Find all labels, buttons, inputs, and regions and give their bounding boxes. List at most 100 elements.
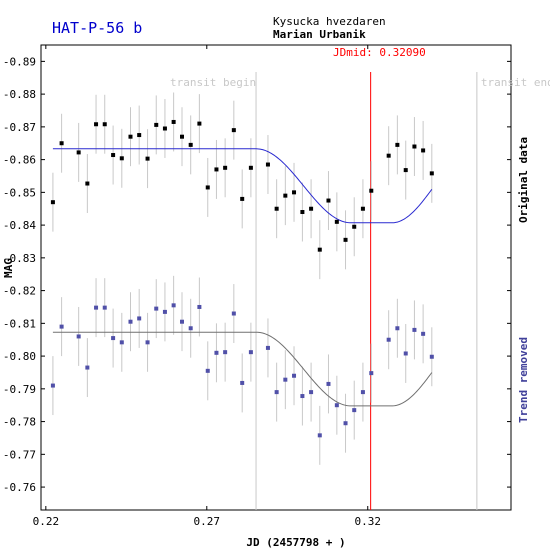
x-tick-label-2: 0.32 — [354, 515, 381, 528]
original-point-4 — [94, 122, 99, 127]
original-model-curve — [52, 148, 433, 224]
original-point-33 — [352, 224, 357, 229]
original-point-41 — [429, 171, 434, 176]
x-tick-label-0: 0.22 — [33, 515, 60, 528]
detrended-point-10 — [145, 340, 150, 345]
original-point-26 — [292, 190, 297, 195]
detrended-point-18 — [214, 350, 219, 355]
detrended-point-21 — [240, 380, 245, 385]
original-point-17 — [205, 185, 210, 190]
transit-markers: transit begin transit end — [170, 72, 550, 510]
y-axis-ticks: -0.89 -0.88 -0.87 -0.86 -0.85 -0.84 -0.83 -0.82… — [3, 55, 511, 494]
transit-begin-label: transit begin — [170, 76, 256, 89]
detrended-point-24 — [274, 390, 279, 395]
detrended-point-5 — [102, 305, 107, 310]
y-tick-label-5: -0.84 — [3, 219, 36, 232]
original-point-34 — [360, 206, 365, 211]
detrended-point-40 — [421, 331, 426, 336]
detrended-point-12 — [162, 309, 167, 314]
y-tick-label-12: -0.77 — [3, 448, 36, 461]
detrended-point-33 — [352, 408, 357, 413]
y-tick-label-11: -0.78 — [3, 416, 36, 429]
detrended-point-31 — [334, 403, 339, 408]
detrended-point-13 — [171, 303, 176, 308]
detrended-point-9 — [137, 316, 142, 321]
detrended-point-41 — [429, 354, 434, 359]
y-tick-label-9: -0.80 — [3, 350, 36, 363]
original-point-19 — [223, 165, 228, 170]
data-points — [50, 119, 434, 438]
original-point-39 — [412, 144, 417, 149]
detrended-point-38 — [403, 351, 408, 356]
detrended-point-35 — [369, 371, 374, 376]
original-point-9 — [137, 133, 142, 138]
detrended-point-30 — [326, 381, 331, 386]
detrended-point-25 — [283, 377, 288, 382]
y-tick-label-2: -0.87 — [3, 121, 36, 134]
original-point-5 — [102, 122, 107, 127]
original-point-11 — [154, 122, 159, 127]
y-tick-label-1: -0.88 — [3, 88, 36, 101]
original-point-35 — [369, 188, 374, 193]
original-point-6 — [111, 153, 116, 158]
original-point-23 — [265, 162, 270, 167]
detrended-point-29 — [317, 433, 322, 438]
original-point-2 — [76, 150, 81, 155]
detrended-point-6 — [111, 336, 116, 341]
original-point-0 — [50, 200, 55, 205]
detrended-point-11 — [154, 306, 159, 311]
y-tick-label-4: -0.85 — [3, 186, 36, 199]
detrended-point-39 — [412, 327, 417, 332]
y-tick-label-13: -0.76 — [3, 481, 36, 494]
model-curves — [52, 148, 433, 407]
original-point-32 — [343, 237, 348, 242]
original-point-36 — [386, 153, 391, 158]
jdmid-label: JDmid: 0.32090 — [333, 46, 426, 59]
original-point-22 — [248, 165, 253, 170]
detrended-point-16 — [197, 304, 202, 309]
detrended-point-23 — [265, 345, 270, 350]
detrended-point-36 — [386, 337, 391, 342]
detrended-point-8 — [128, 319, 133, 324]
detrended-point-32 — [343, 421, 348, 426]
original-point-37 — [395, 142, 400, 147]
original-point-10 — [145, 156, 150, 161]
chart-title: HAT-P-56 b — [52, 19, 142, 37]
detrended-model-curve — [52, 331, 433, 407]
original-point-21 — [240, 196, 245, 201]
original-point-30 — [326, 198, 331, 203]
original-point-3 — [85, 181, 90, 186]
y-tick-label-7: -0.82 — [3, 285, 36, 298]
detrended-point-14 — [180, 319, 184, 324]
detrended-point-0 — [50, 383, 55, 388]
detrended-point-20 — [231, 311, 236, 316]
trend-removed-label: Trend removed — [517, 337, 530, 423]
original-point-18 — [214, 167, 219, 172]
x-tick-label-1: 0.27 — [194, 515, 221, 528]
original-point-7 — [119, 156, 124, 161]
observatory-label: Kysucka hvezdaren — [273, 15, 386, 28]
detrended-point-4 — [94, 305, 99, 310]
y-tick-label-10: -0.79 — [3, 383, 36, 396]
original-point-8 — [128, 134, 133, 139]
observer-label: Marian Urbanik — [273, 28, 366, 41]
original-point-28 — [309, 206, 314, 211]
detrended-point-26 — [292, 373, 297, 378]
y-tick-label-0: -0.89 — [3, 55, 36, 68]
detrended-point-27 — [300, 394, 305, 399]
original-point-25 — [283, 193, 288, 198]
original-point-38 — [403, 168, 408, 173]
detrended-point-28 — [309, 390, 314, 395]
original-point-14 — [180, 134, 184, 139]
detrended-point-37 — [395, 326, 400, 331]
original-point-24 — [274, 206, 279, 211]
original-data-label: Original data — [517, 137, 530, 223]
original-point-15 — [188, 142, 193, 147]
y-tick-label-6: -0.83 — [3, 252, 36, 265]
detrended-point-15 — [188, 326, 193, 331]
plot-frame — [40, 44, 512, 511]
detrended-point-7 — [119, 340, 124, 345]
y-tick-label-3: -0.86 — [3, 154, 36, 167]
y-tick-label-8: -0.81 — [3, 317, 36, 330]
